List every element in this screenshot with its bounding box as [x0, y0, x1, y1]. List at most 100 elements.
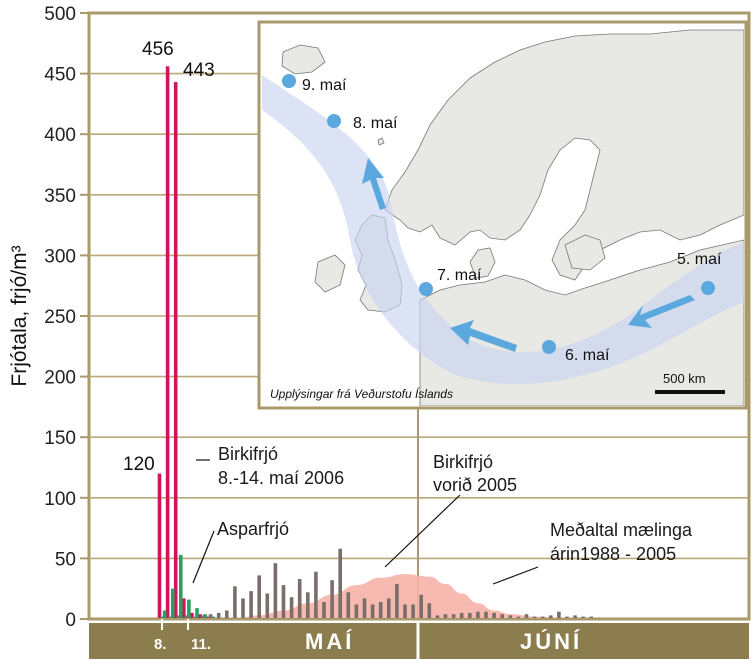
bar-birki2005	[532, 616, 537, 619]
bar-birki2005	[346, 592, 351, 619]
bar-aspar	[179, 554, 183, 619]
y-tick-label: 350	[44, 186, 76, 207]
day-label-8: 8.	[154, 636, 167, 653]
bar-birki2006	[190, 612, 194, 619]
annot-birki2005-line1: Birkifrjó	[433, 452, 493, 472]
y-tick-label: 450	[44, 65, 76, 86]
bar-aspar	[195, 608, 199, 619]
y-tick-label: 300	[44, 246, 76, 267]
month-label-mai: MAÍ	[305, 629, 354, 654]
bar-birki2005	[395, 583, 399, 619]
bar-birki2005	[565, 616, 569, 619]
bar-birki2005	[192, 616, 197, 619]
leader-medaltal	[492, 566, 539, 585]
bar-aspar	[187, 599, 191, 619]
bar-birki2006	[206, 616, 210, 619]
annot-birki2006-line2: 8.-14. maí 2006	[218, 468, 344, 488]
y-tick-label: 400	[44, 125, 76, 146]
bar-birki2005	[387, 598, 391, 619]
bar-birki2005	[281, 585, 286, 619]
y-tick-label: 100	[44, 489, 76, 510]
bar-birki2005	[289, 597, 294, 619]
bar-birki2005	[354, 604, 359, 619]
bar-birki2005	[459, 612, 464, 619]
y-tick-label: 200	[44, 368, 76, 389]
bar-birki2006	[165, 66, 170, 620]
bar-birki2006	[173, 82, 178, 620]
month-label-juni: JÚNÍ	[520, 629, 582, 654]
trajectory-band	[262, 75, 744, 385]
map-label-9-mai: 9. maí	[302, 77, 347, 94]
map-inset: 9. maí 8. maí 7. maí 6. maí 5. maí Upplý…	[257, 20, 748, 410]
bar-birki2005	[184, 615, 189, 619]
map-label-8-mai: 8. maí	[353, 115, 398, 132]
y-tick-label: 500	[44, 4, 76, 25]
y-axis: 0 50 100 150 200 250 300 350 400 450 500	[44, 4, 89, 631]
bar-birki2005	[370, 604, 375, 619]
bar-birki2005	[306, 592, 310, 619]
bar-birki2005	[524, 614, 529, 619]
bar-birki2005	[435, 615, 440, 619]
bar-birki2006	[182, 598, 186, 619]
map-scale-label: 500 km	[663, 371, 706, 386]
bar-birki2005	[508, 615, 513, 619]
bar-birki2005	[322, 602, 326, 619]
bar-birki2005	[516, 616, 521, 619]
bar-birki2005	[257, 575, 261, 619]
bar-birki2005	[297, 579, 302, 619]
bar-birki2005	[330, 580, 334, 619]
data-label-456: 456	[142, 39, 174, 60]
bar-birki2005	[540, 616, 545, 619]
annot-medaltal-line1: Meðaltal mælinga	[550, 520, 693, 540]
bar-birki2006	[157, 473, 162, 619]
y-axis-label: Frjótala, frjó/m³	[8, 245, 31, 386]
bar-birki2005	[411, 604, 415, 619]
bar-birki2005	[500, 614, 504, 619]
bar-birki2005	[265, 593, 270, 619]
bar-birki2005	[249, 591, 253, 619]
trajectory-arrows	[362, 158, 695, 352]
arrow-icon	[450, 320, 517, 352]
y-tick-label: 250	[44, 307, 76, 328]
annot-medaltal-line2: árin1988 - 2005	[550, 544, 676, 564]
bar-birki2005	[549, 615, 553, 619]
bar-aspar	[203, 614, 207, 619]
bar-birki2005	[241, 598, 245, 619]
bar-birki2006	[198, 614, 202, 619]
bar-birki2005	[589, 616, 594, 619]
annot-birki2006-line1: Birkifrjó	[218, 444, 278, 464]
bar-birki2005	[443, 614, 448, 619]
bar-birki2005	[468, 612, 472, 619]
y-tick-label: 50	[55, 549, 76, 570]
bar-aspar	[211, 616, 215, 619]
bar-birki2005	[419, 594, 423, 619]
bars-group	[157, 66, 602, 620]
bar-birki2005	[476, 611, 480, 619]
bar-birki2005	[573, 615, 577, 619]
bar-birki2005	[403, 604, 407, 619]
annot-birki2005-line2: vorið 2005	[433, 475, 517, 495]
point-7-mai	[419, 282, 433, 296]
bar-birki2005	[557, 611, 561, 619]
bar-birki2005	[225, 610, 229, 619]
point-8-mai	[327, 114, 341, 128]
data-label-443: 443	[183, 60, 215, 81]
annot-aspar: Asparfrjó	[217, 519, 289, 539]
map-label-7-mai: 7. maí	[437, 267, 482, 284]
bar-birki2005	[233, 586, 237, 619]
arrow-icon	[362, 158, 386, 210]
y-tick-label: 0	[65, 610, 76, 631]
point-6-mai	[542, 340, 556, 354]
bar-birki2005	[273, 563, 278, 619]
map-label-5-mai: 5. maí	[677, 251, 722, 268]
point-5-mai	[701, 281, 715, 295]
map-label-6-mai: 6. maí	[565, 347, 610, 364]
leader-aspar	[192, 530, 215, 584]
day-label-11: 11.	[191, 636, 211, 653]
bar-birki2005	[168, 616, 172, 619]
bar-birki2005	[338, 548, 342, 619]
bar-birki2005	[160, 616, 164, 619]
bar-birki2005	[362, 598, 367, 619]
bar-birki2005	[216, 612, 221, 619]
